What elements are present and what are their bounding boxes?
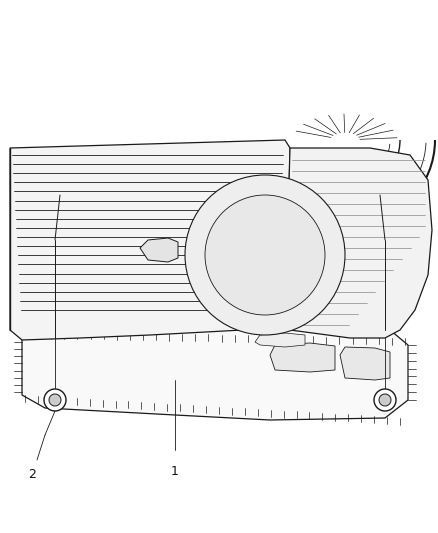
- Polygon shape: [140, 238, 178, 262]
- Polygon shape: [22, 327, 408, 420]
- Text: 2: 2: [28, 468, 36, 481]
- Ellipse shape: [69, 185, 91, 195]
- Ellipse shape: [99, 261, 121, 270]
- Polygon shape: [270, 343, 335, 372]
- Ellipse shape: [189, 240, 211, 249]
- Circle shape: [44, 389, 66, 411]
- Circle shape: [379, 394, 391, 406]
- Circle shape: [185, 175, 345, 335]
- Polygon shape: [10, 140, 290, 340]
- Circle shape: [374, 389, 396, 411]
- Text: 1: 1: [171, 465, 179, 478]
- Circle shape: [49, 394, 61, 406]
- Polygon shape: [340, 347, 390, 380]
- Polygon shape: [285, 148, 432, 338]
- Ellipse shape: [144, 211, 166, 220]
- Ellipse shape: [49, 286, 71, 295]
- Circle shape: [205, 195, 325, 315]
- Polygon shape: [255, 333, 305, 347]
